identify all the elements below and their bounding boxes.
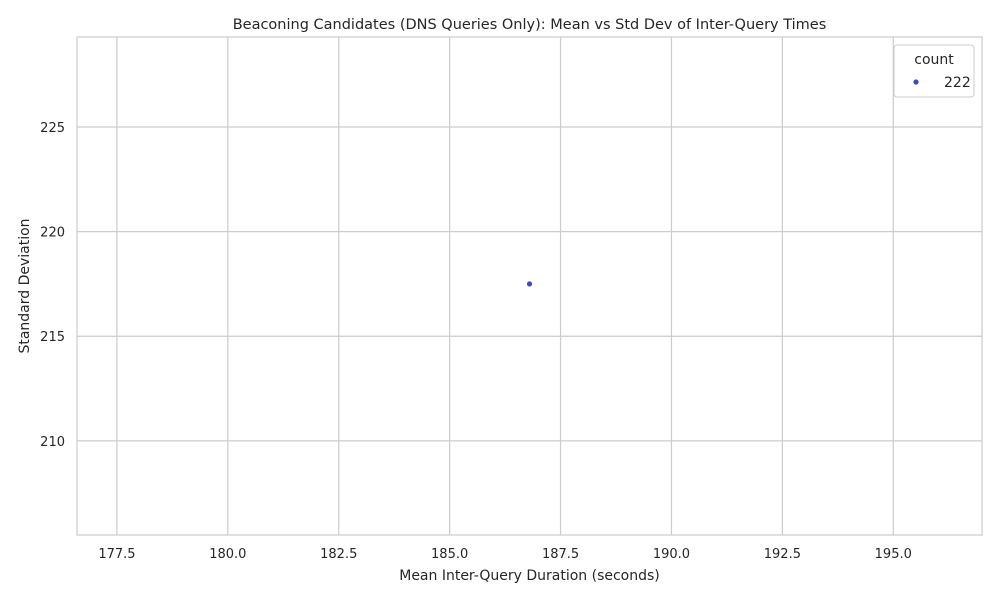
y-tick-label: 215 xyxy=(40,330,65,345)
legend-box xyxy=(893,44,975,98)
legend-title: count xyxy=(914,52,954,68)
y-axis-label: Standard Deviation xyxy=(17,218,33,353)
data-points xyxy=(526,281,533,287)
x-tick-label: 180.0 xyxy=(209,547,246,562)
y-tick-label: 225 xyxy=(40,121,65,136)
plot-frame xyxy=(76,36,983,536)
x-tick-label: 187.5 xyxy=(542,547,579,562)
x-tick-label: 192.5 xyxy=(764,547,801,562)
x-tick-label: 185.0 xyxy=(431,547,468,562)
legend: count 222 xyxy=(893,44,975,98)
x-tick-label: 195.0 xyxy=(875,547,912,562)
x-gridlines xyxy=(116,37,894,535)
chart-title: Beaconing Candidates (DNS Queries Only):… xyxy=(233,17,827,33)
x-axis-label: Mean Inter-Query Duration (seconds) xyxy=(399,568,660,584)
y-tick-label: 210 xyxy=(40,435,65,450)
data-point xyxy=(526,281,533,287)
legend-marker xyxy=(913,79,919,85)
legend-entry-label: 222 xyxy=(944,75,971,91)
y-tick-labels: 210 215 220 225 xyxy=(40,121,65,450)
x-tick-label: 182.5 xyxy=(320,547,357,562)
x-tick-label: 177.5 xyxy=(98,547,135,562)
x-tick-label: 190.0 xyxy=(653,547,690,562)
x-tick-labels: 177.5 180.0 182.5 185.0 187.5 190.0 192.5 195.0 xyxy=(98,547,912,562)
y-gridlines xyxy=(77,126,982,442)
y-tick-label: 220 xyxy=(40,226,65,241)
